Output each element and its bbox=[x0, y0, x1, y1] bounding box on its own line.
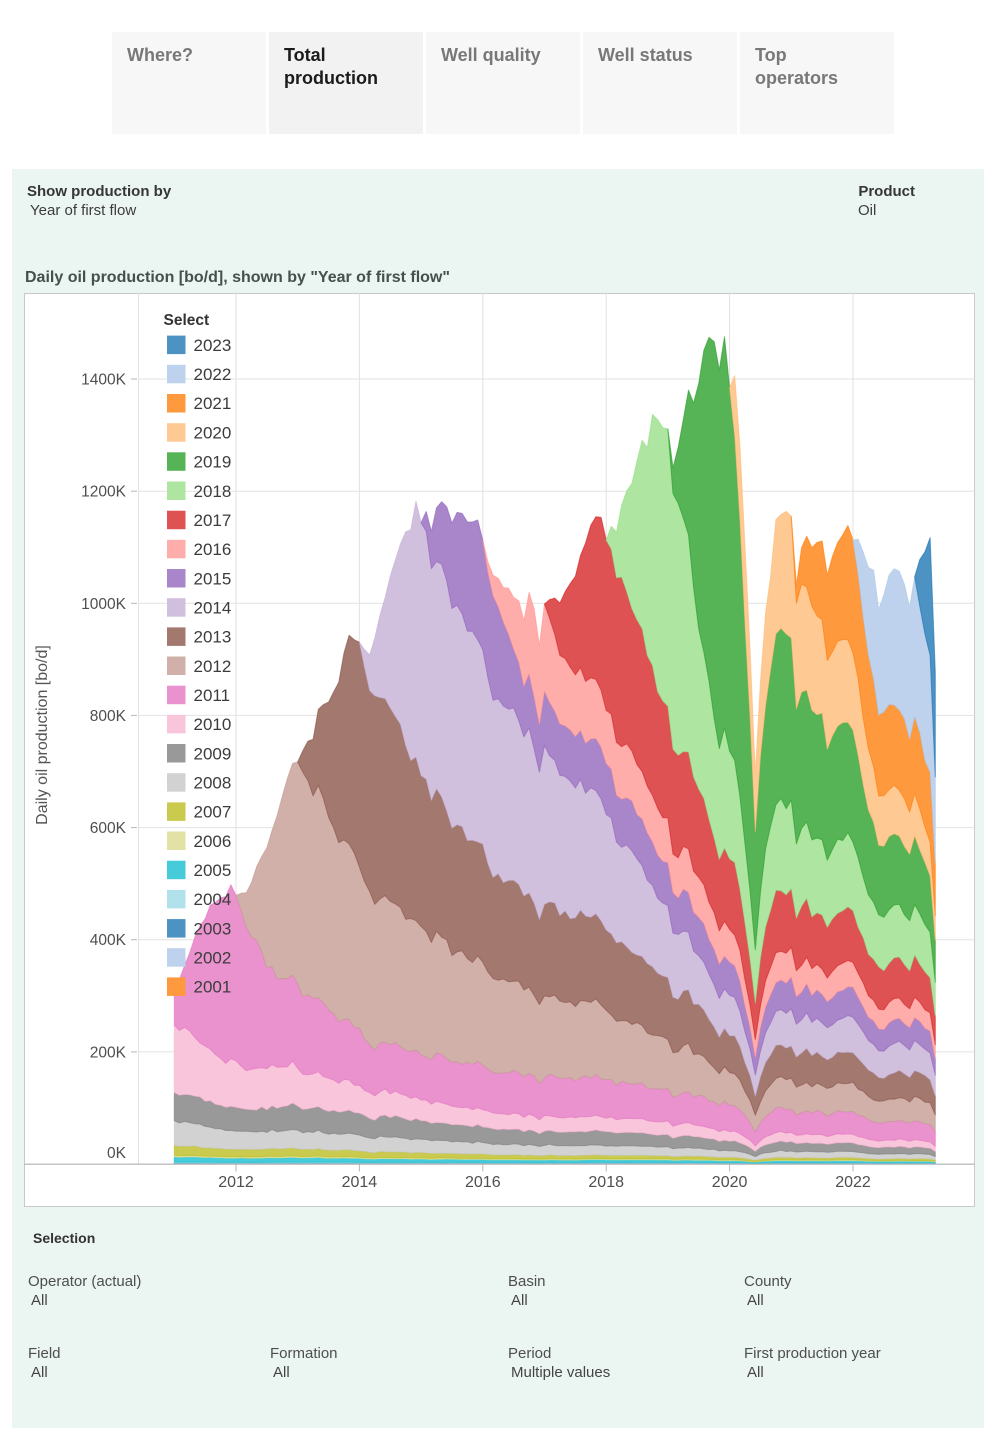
svg-text:2005: 2005 bbox=[194, 861, 232, 880]
svg-text:200K: 200K bbox=[90, 1044, 127, 1061]
svg-text:2003: 2003 bbox=[194, 919, 232, 938]
svg-text:2016: 2016 bbox=[194, 540, 232, 559]
svg-text:2014: 2014 bbox=[342, 1174, 378, 1191]
svg-text:0K: 0K bbox=[107, 1145, 127, 1162]
svg-text:2001: 2001 bbox=[194, 978, 232, 997]
svg-text:2017: 2017 bbox=[194, 511, 232, 530]
svg-text:400K: 400K bbox=[90, 932, 127, 949]
svg-text:1400K: 1400K bbox=[81, 372, 126, 389]
svg-text:2018: 2018 bbox=[588, 1174, 624, 1191]
svg-text:2020: 2020 bbox=[194, 423, 232, 442]
svg-text:2011: 2011 bbox=[194, 686, 231, 705]
svg-text:2022: 2022 bbox=[835, 1174, 871, 1191]
svg-text:1000K: 1000K bbox=[81, 596, 126, 613]
svg-text:2014: 2014 bbox=[194, 598, 232, 617]
svg-text:2019: 2019 bbox=[194, 453, 232, 472]
svg-text:Daily oil production [bo/d]: Daily oil production [bo/d] bbox=[34, 645, 51, 825]
svg-text:2022: 2022 bbox=[194, 365, 232, 384]
svg-text:600K: 600K bbox=[90, 820, 127, 837]
svg-text:2012: 2012 bbox=[194, 657, 232, 676]
svg-text:2007: 2007 bbox=[194, 803, 232, 822]
svg-text:2018: 2018 bbox=[194, 482, 232, 501]
svg-text:Select: Select bbox=[164, 312, 210, 329]
svg-text:2020: 2020 bbox=[712, 1174, 748, 1191]
svg-text:2006: 2006 bbox=[194, 832, 232, 851]
svg-text:2013: 2013 bbox=[194, 628, 232, 647]
svg-text:2023: 2023 bbox=[194, 336, 232, 355]
svg-text:2012: 2012 bbox=[218, 1174, 254, 1191]
svg-text:2016: 2016 bbox=[465, 1174, 501, 1191]
svg-text:800K: 800K bbox=[90, 708, 127, 725]
svg-text:2010: 2010 bbox=[194, 715, 232, 734]
svg-text:2008: 2008 bbox=[194, 774, 232, 793]
svg-text:2021: 2021 bbox=[194, 394, 232, 413]
svg-text:2002: 2002 bbox=[194, 949, 232, 968]
svg-text:2009: 2009 bbox=[194, 744, 232, 763]
svg-text:2004: 2004 bbox=[194, 890, 232, 909]
svg-text:2015: 2015 bbox=[194, 569, 232, 588]
svg-text:1200K: 1200K bbox=[81, 484, 126, 501]
